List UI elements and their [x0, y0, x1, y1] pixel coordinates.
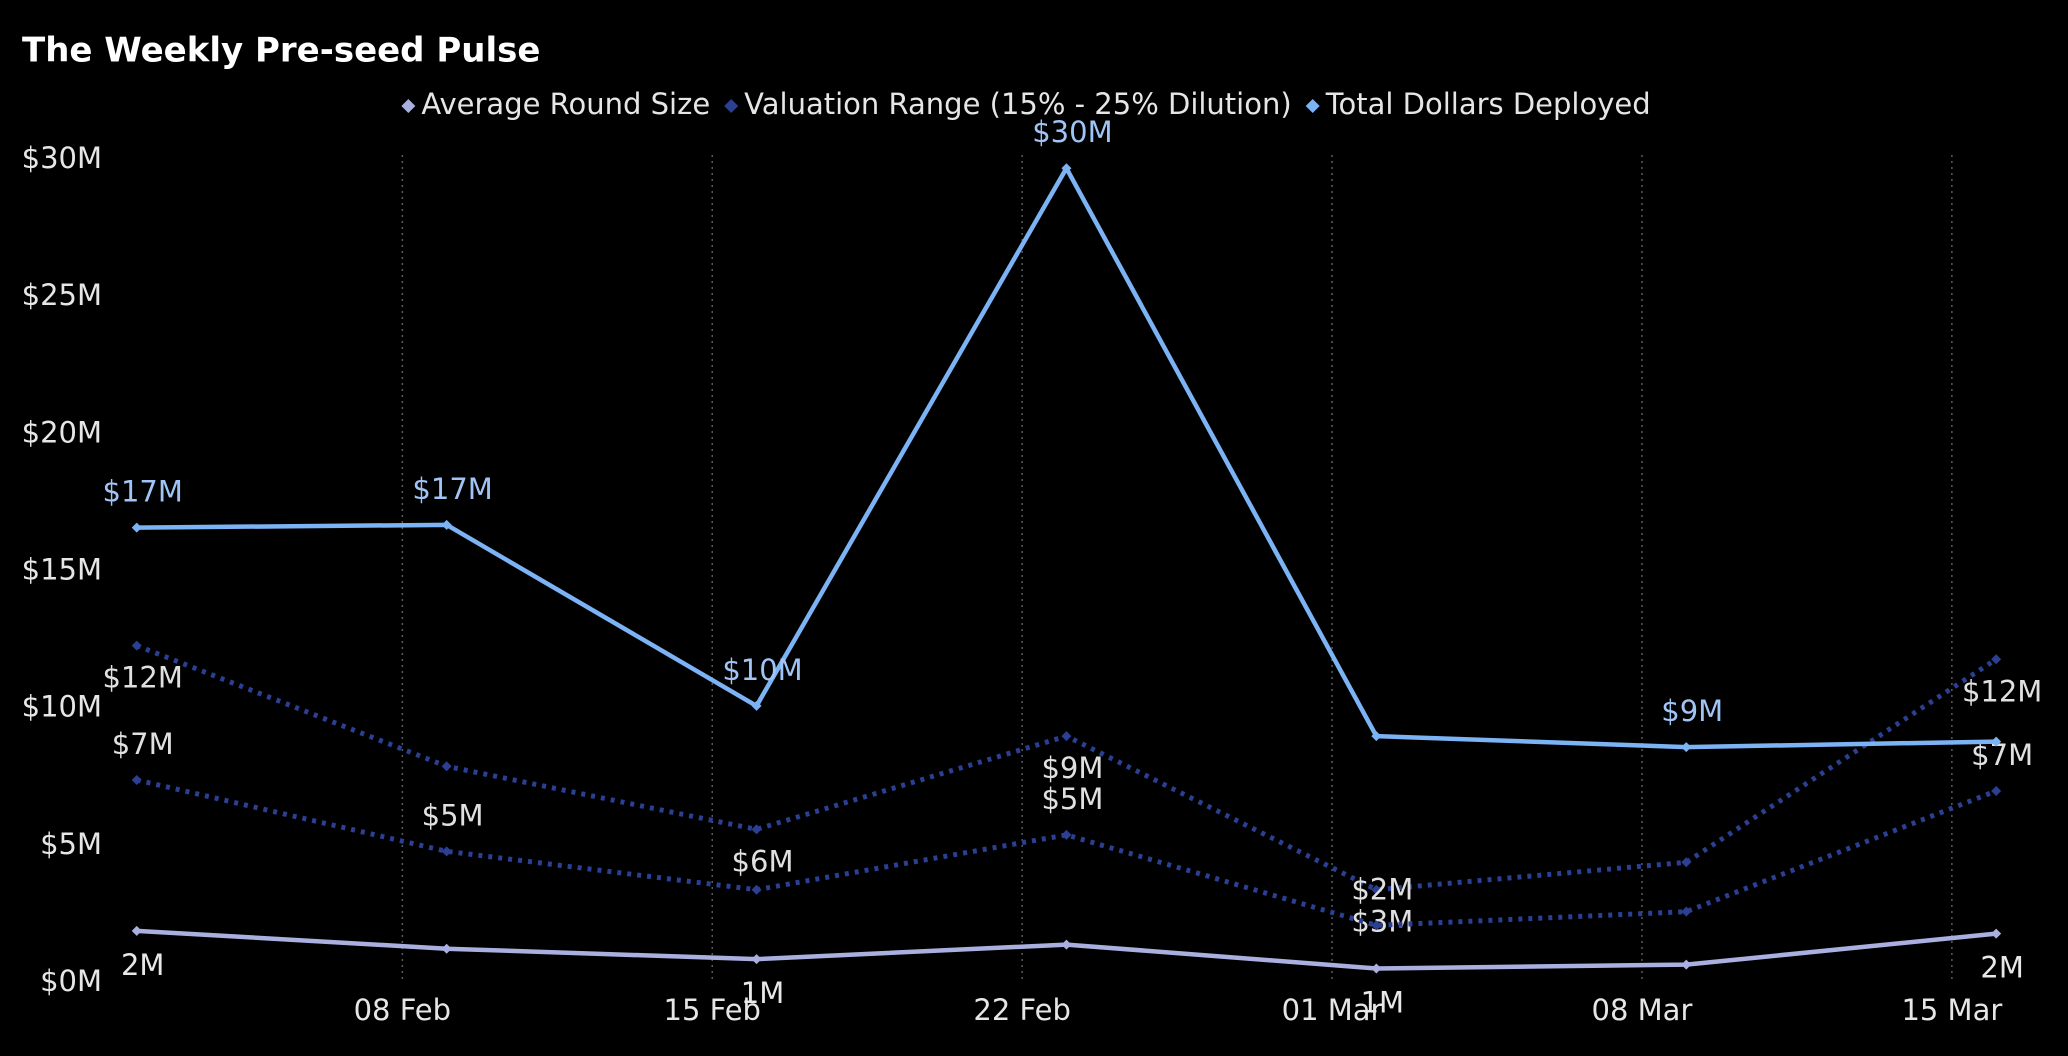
point-marker: [1371, 731, 1382, 742]
series-line: [136, 165, 1997, 750]
x-tick-label: 15 Feb: [664, 993, 761, 1027]
data-label: $2M: [1351, 872, 1413, 906]
point-marker: [441, 846, 452, 857]
chart-title: The Weekly Pre-seed Pulse: [22, 31, 540, 71]
data-label: $30M: [1032, 115, 1112, 149]
point-marker: [1061, 731, 1072, 742]
data-label: $9M: [1661, 694, 1723, 728]
data-label: $12M: [103, 661, 183, 695]
x-tick-label: 22 Feb: [973, 993, 1070, 1027]
data-label: $6M: [732, 844, 794, 878]
point-marker: [1681, 742, 1692, 753]
data-label: $5M: [1041, 782, 1103, 816]
data-label: 2M: [1980, 951, 2023, 985]
point-marker: [131, 522, 142, 533]
point-marker: [1371, 920, 1382, 931]
y-tick-label: $0M: [40, 964, 102, 998]
y-tick-label: $25M: [22, 278, 102, 312]
point-marker: [1991, 736, 2002, 747]
point-marker: [441, 761, 452, 772]
point-marker: [1991, 654, 2002, 665]
data-label: 1M: [741, 976, 784, 1010]
point-marker: [1991, 928, 2002, 939]
point-marker: [751, 824, 762, 835]
legend-marker: [401, 99, 416, 113]
data-label: $17M: [103, 475, 183, 509]
data-label: $9M: [1041, 751, 1103, 785]
y-tick-label: $15M: [22, 553, 102, 587]
point-marker: [131, 640, 142, 651]
point-marker: [751, 954, 762, 965]
point-marker: [1681, 959, 1692, 970]
x-tick-label: 01 Mar: [1282, 993, 1383, 1027]
x-tick-label: 08 Mar: [1592, 993, 1693, 1027]
series-line: [136, 928, 1997, 971]
point-marker: [441, 519, 452, 530]
data-label: $17M: [412, 472, 492, 506]
legend-label: Valuation Range (15% - 25% Dilution): [744, 87, 1292, 121]
point-marker: [1371, 884, 1382, 895]
point-marker: [751, 700, 762, 711]
data-label: $10M: [722, 653, 802, 687]
y-tick-label: $30M: [22, 141, 102, 175]
point-marker: [1371, 963, 1382, 974]
point-marker: [131, 774, 142, 785]
data-label: 2M: [121, 948, 164, 982]
data-label: $12M: [1962, 674, 2042, 708]
point-marker: [751, 884, 762, 895]
point-marker: [1991, 785, 2002, 796]
legend-marker: [724, 99, 739, 113]
y-tick-label: $20M: [22, 415, 102, 449]
data-label: $5M: [422, 798, 484, 832]
y-tick-label: $10M: [22, 690, 102, 724]
legend-label: Total Dollars Deployed: [1325, 87, 1651, 121]
legend-label: Average Round Size: [421, 87, 710, 121]
data-label: $7M: [112, 727, 174, 761]
point-marker: [1681, 906, 1692, 917]
point-marker: [1061, 939, 1072, 950]
point-marker: [1061, 829, 1072, 840]
point-marker: [1681, 857, 1692, 868]
data-label: 1M: [1361, 985, 1404, 1019]
x-tick-label: 08 Feb: [354, 993, 451, 1027]
x-tick-label: 15 Mar: [1901, 993, 2002, 1027]
legend-marker: [1305, 99, 1320, 113]
point-marker: [1061, 163, 1072, 174]
y-tick-label: $5M: [40, 827, 102, 861]
point-marker: [441, 943, 452, 954]
point-marker: [131, 925, 142, 936]
